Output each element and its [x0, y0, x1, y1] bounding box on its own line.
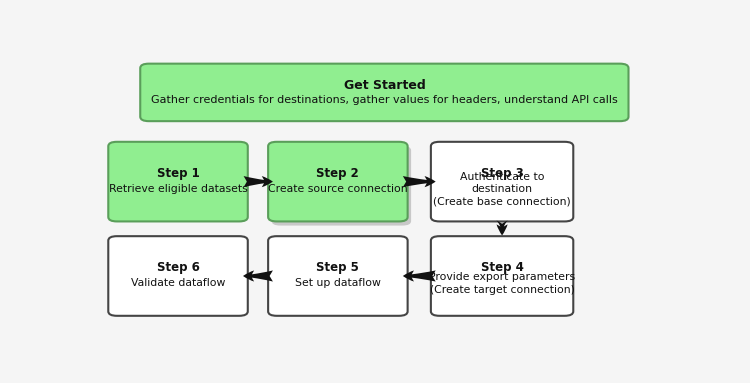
Text: Provide export parameters
(Create target connection): Provide export parameters (Create target… [429, 272, 575, 295]
Text: Step 4: Step 4 [481, 261, 524, 274]
Text: Gather credentials for destinations, gather values for headers, understand API c: Gather credentials for destinations, gat… [151, 95, 618, 105]
FancyBboxPatch shape [108, 236, 248, 316]
Text: Step 3: Step 3 [481, 167, 524, 180]
FancyBboxPatch shape [430, 142, 573, 221]
Text: Retrieve eligible datasets: Retrieve eligible datasets [109, 184, 248, 194]
Text: Validate dataflow: Validate dataflow [130, 278, 225, 288]
Text: Set up dataflow: Set up dataflow [295, 278, 381, 288]
Text: Step 1: Step 1 [157, 167, 200, 180]
Text: Step 6: Step 6 [157, 261, 200, 274]
FancyBboxPatch shape [268, 142, 408, 221]
FancyBboxPatch shape [430, 236, 573, 316]
FancyBboxPatch shape [272, 146, 411, 226]
Text: Create source connection: Create source connection [268, 184, 408, 194]
Text: Get Started: Get Started [344, 79, 425, 92]
Text: Step 5: Step 5 [316, 261, 359, 274]
FancyBboxPatch shape [140, 64, 628, 121]
Text: Step 2: Step 2 [316, 167, 359, 180]
FancyBboxPatch shape [268, 236, 408, 316]
Text: Authenticate to
destination
(Create base connection): Authenticate to destination (Create base… [433, 172, 571, 206]
FancyBboxPatch shape [108, 142, 248, 221]
